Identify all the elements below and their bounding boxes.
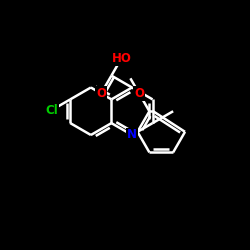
Text: Cl: Cl xyxy=(46,104,58,117)
Text: N: N xyxy=(127,128,137,141)
Text: O: O xyxy=(96,86,106,100)
Text: HO: HO xyxy=(112,52,132,65)
Text: O: O xyxy=(134,87,144,100)
